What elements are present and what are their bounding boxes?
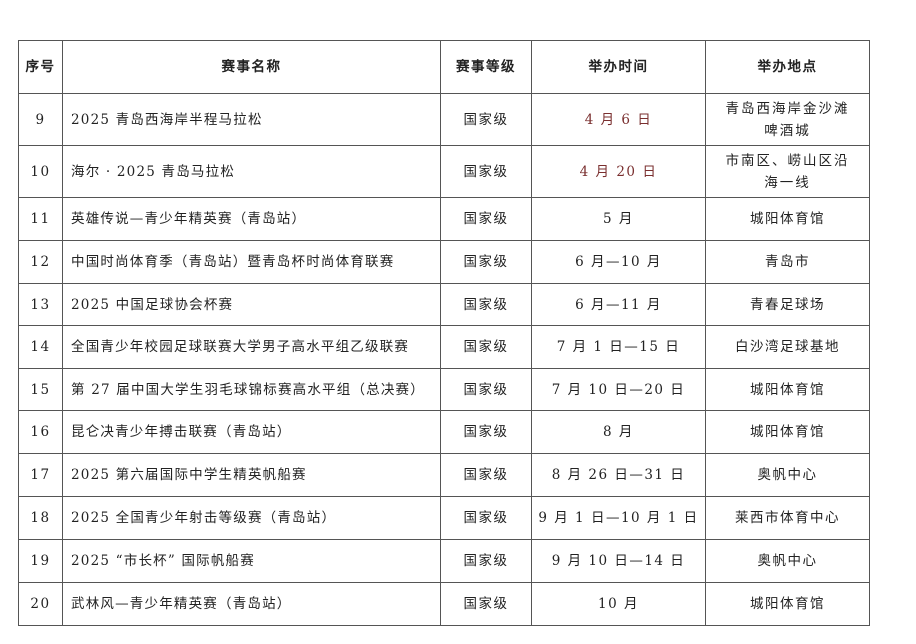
table-row: 15 第 27 届中国大学生羽毛球锦标赛高水平组（总决赛） 国家级 7 月 10 日—… — [18, 368, 870, 411]
cell-place: 城阳体育馆 — [705, 197, 870, 241]
cell-level: 国家级 — [440, 325, 532, 369]
cell-no: 13 — [18, 283, 63, 326]
header-time: 举办时间 — [531, 40, 706, 94]
table-row: 9 2025 青岛西海岸半程马拉松 国家级 4 月 6 日青岛西海岸金沙滩啤酒城 — [18, 93, 870, 146]
table-row: 18 2025 全国青少年射击等级赛（青岛站） 国家级 9 月 1 日—10 月 1 … — [18, 496, 870, 540]
cell-place: 市南区、崂山区沿海一线 — [705, 145, 870, 198]
header-no: 序号 — [18, 40, 63, 94]
cell-place: 白沙湾足球基地 — [705, 325, 870, 369]
header-level: 赛事等级 — [440, 40, 532, 94]
cell-level: 国家级 — [440, 453, 532, 497]
cell-no: 12 — [18, 240, 63, 284]
cell-name: 昆仑决青少年搏击联赛（青岛站） — [62, 410, 441, 454]
cell-level: 国家级 — [440, 496, 532, 540]
cell-level: 国家级 — [440, 283, 532, 326]
cell-name: 全国青少年校园足球联赛大学男子高水平组乙级联赛 — [62, 325, 441, 369]
cell-time: 7 月 10 日—20 日 — [531, 368, 706, 411]
cell-name: 2025 全国青少年射击等级赛（青岛站） — [62, 496, 441, 540]
cell-no: 18 — [18, 496, 63, 540]
cell-level: 国家级 — [440, 240, 532, 284]
cell-time: 9 月 10 日—14 日 — [531, 539, 706, 583]
cell-time: 9 月 1 日—10 月 1 日 — [531, 496, 706, 540]
cell-level: 国家级 — [440, 197, 532, 241]
events-table: 序号 赛事名称 赛事等级 举办时间 举办地点 9 2025 青岛西海岸半程马拉松国… — [18, 40, 870, 626]
cell-no: 16 — [18, 410, 63, 454]
cell-time: 10 月 — [531, 582, 706, 626]
cell-time: 6 月—10 月 — [531, 240, 706, 284]
table-row: 19 2025 “市长杯” 国际帆船赛 国家级 9 月 10 日—14 日奥帆中心 — [18, 539, 870, 583]
cell-time: 4 月 20 日 — [531, 145, 706, 198]
cell-place: 青春足球场 — [705, 283, 870, 326]
cell-place: 城阳体育馆 — [705, 368, 870, 411]
cell-name: 武林风—青少年精英赛（青岛站） — [62, 582, 441, 626]
cell-name: 2025 第六届国际中学生精英帆船赛 — [62, 453, 441, 497]
cell-name: 2025 中国足球协会杯赛 — [62, 283, 441, 326]
cell-place: 青岛西海岸金沙滩啤酒城 — [705, 93, 870, 146]
cell-name: 第 27 届中国大学生羽毛球锦标赛高水平组（总决赛） — [62, 368, 441, 411]
cell-no: 10 — [18, 145, 63, 198]
cell-place: 青岛市 — [705, 240, 870, 284]
cell-no: 20 — [18, 582, 63, 626]
table-row: 13 2025 中国足球协会杯赛 国家级 6 月—11 月青春足球场 — [18, 283, 870, 326]
header-name: 赛事名称 — [62, 40, 441, 94]
header-row: 序号 赛事名称 赛事等级 举办时间 举办地点 — [18, 40, 870, 94]
cell-no: 19 — [18, 539, 63, 583]
table-row: 14 全国青少年校园足球联赛大学男子高水平组乙级联赛 国家级 7 月 1 日—15 日… — [18, 325, 870, 369]
cell-level: 国家级 — [440, 539, 532, 583]
cell-place: 奥帆中心 — [705, 539, 870, 583]
cell-level: 国家级 — [440, 145, 532, 198]
cell-name: 2025 青岛西海岸半程马拉松 — [62, 93, 441, 146]
cell-no: 17 — [18, 453, 63, 497]
header-place: 举办地点 — [705, 40, 870, 94]
cell-time: 5 月 — [531, 197, 706, 241]
cell-name: 英雄传说—青少年精英赛（青岛站） — [62, 197, 441, 241]
cell-time: 4 月 6 日 — [531, 93, 706, 146]
cell-level: 国家级 — [440, 93, 532, 146]
cell-level: 国家级 — [440, 582, 532, 626]
cell-name: 2025 “市长杯” 国际帆船赛 — [62, 539, 441, 583]
cell-no: 11 — [18, 197, 63, 241]
cell-time: 6 月—11 月 — [531, 283, 706, 326]
cell-time: 8 月 26 日—31 日 — [531, 453, 706, 497]
cell-name: 中国时尚体育季（青岛站）暨青岛杯时尚体育联赛 — [62, 240, 441, 284]
cell-level: 国家级 — [440, 410, 532, 454]
table-row: 16 昆仑决青少年搏击联赛（青岛站） 国家级 8 月城阳体育馆 — [18, 410, 870, 454]
cell-place: 城阳体育馆 — [705, 582, 870, 626]
cell-time: 8 月 — [531, 410, 706, 454]
table-row: 12 中国时尚体育季（青岛站）暨青岛杯时尚体育联赛 国家级 6 月—10 月青岛市 — [18, 240, 870, 284]
table-row: 17 2025 第六届国际中学生精英帆船赛 国家级 8 月 26 日—31 日奥帆中心 — [18, 453, 870, 497]
table-row: 11 英雄传说—青少年精英赛（青岛站） 国家级 5 月城阳体育馆 — [18, 197, 870, 241]
cell-no: 9 — [18, 93, 63, 146]
cell-time: 7 月 1 日—15 日 — [531, 325, 706, 369]
cell-place: 莱西市体育中心 — [705, 496, 870, 540]
cell-place: 奥帆中心 — [705, 453, 870, 497]
cell-name: 海尔 · 2025 青岛马拉松 — [62, 145, 441, 198]
cell-no: 15 — [18, 368, 63, 411]
table-row: 10 海尔 · 2025 青岛马拉松 国家级 4 月 20 日市南区、崂山区沿海一线 — [18, 145, 870, 198]
table-row: 20 武林风—青少年精英赛（青岛站） 国家级 10 月城阳体育馆 — [18, 582, 870, 626]
cell-level: 国家级 — [440, 368, 532, 411]
cell-place: 城阳体育馆 — [705, 410, 870, 454]
cell-no: 14 — [18, 325, 63, 369]
